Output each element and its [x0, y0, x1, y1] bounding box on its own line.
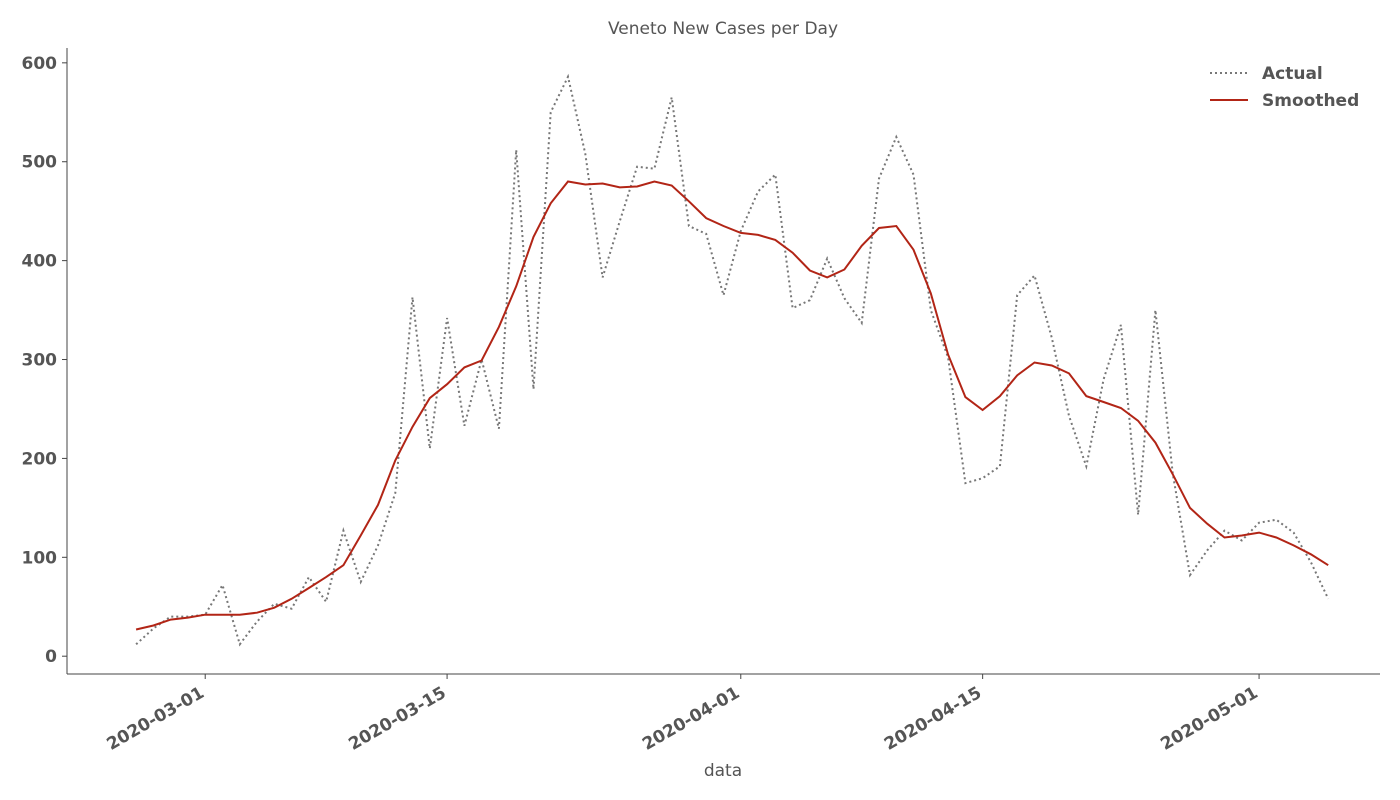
- x-axis-label: data: [704, 761, 742, 781]
- legend-label: Smoothed: [1262, 91, 1359, 111]
- legend: Actual Smoothed: [1210, 64, 1359, 111]
- y-tick-label: 200: [22, 449, 58, 469]
- x-tick-label: 2020-04-15: [881, 683, 985, 755]
- y-tick-label: 600: [22, 54, 58, 74]
- series-line: [135, 180, 1329, 631]
- y-tick-label: 0: [45, 647, 57, 667]
- x-tick-label: 2020-03-15: [345, 683, 449, 755]
- chart-title: Veneto New Cases per Day: [608, 19, 838, 39]
- y-tick-label: 500: [22, 153, 58, 173]
- series-line: [135, 73, 1330, 647]
- legend-label: Actual: [1262, 64, 1323, 84]
- x-tick-label: 2020-05-01: [1157, 683, 1261, 755]
- y-tick-label: 100: [22, 548, 58, 568]
- y-tick-label: 400: [22, 252, 58, 272]
- x-tick-label: 2020-03-01: [104, 683, 208, 755]
- x-tick-label: 2020-04-01: [639, 683, 743, 755]
- y-tick-label: 300: [22, 351, 58, 371]
